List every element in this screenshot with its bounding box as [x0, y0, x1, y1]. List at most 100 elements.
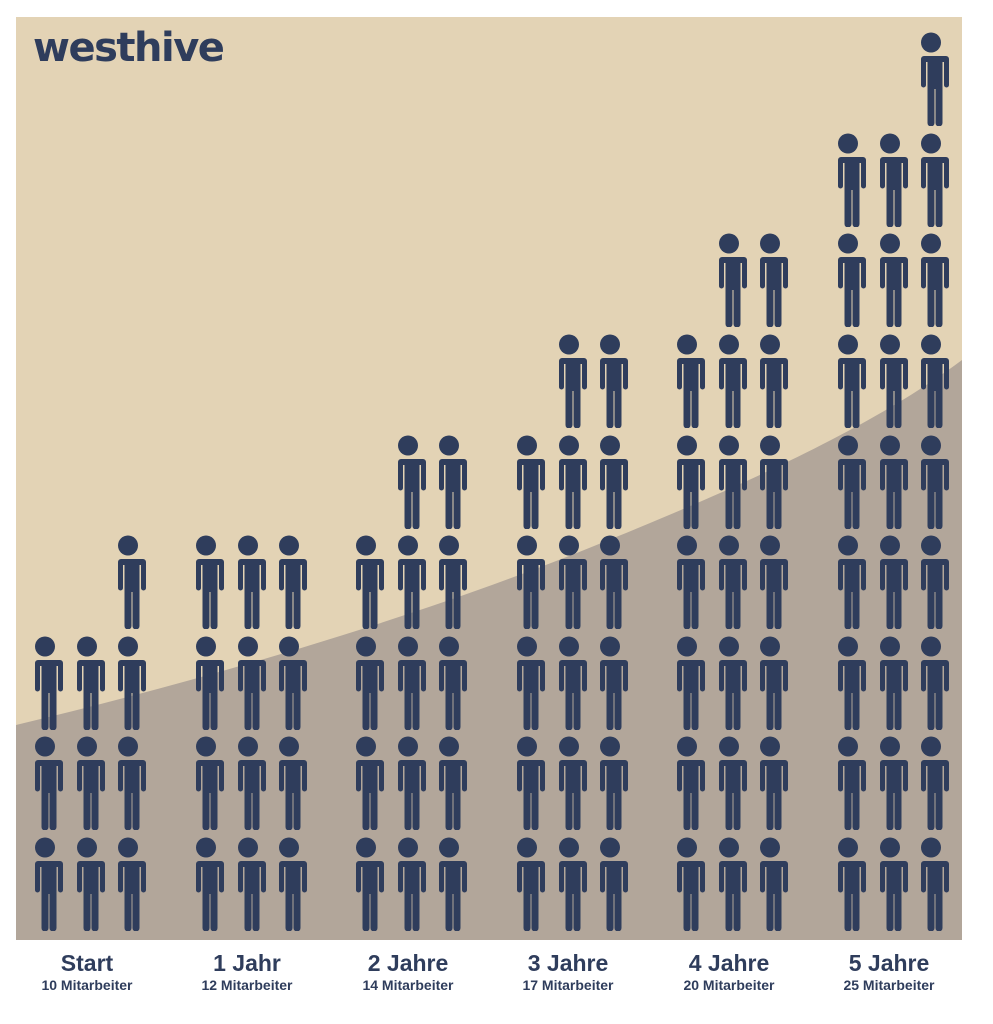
person-icon	[830, 334, 866, 429]
person-icon	[711, 334, 747, 429]
pictogram-figures	[16, 17, 962, 940]
category-label-start: Start 10 Mitarbeiter	[7, 950, 167, 994]
person-icon	[551, 736, 587, 831]
person-icon	[431, 636, 467, 731]
person-icon	[913, 133, 949, 228]
person-icon	[830, 133, 866, 228]
person-icon	[913, 334, 949, 429]
person-icon	[669, 535, 705, 630]
person-icon	[752, 636, 788, 731]
westhive-logo: westhive	[33, 25, 225, 71]
person-icon	[872, 233, 908, 328]
person-icon	[711, 535, 747, 630]
person-icon	[711, 233, 747, 328]
category-label-3-jahre: 3 Jahre 17 Mitarbeiter	[488, 950, 648, 994]
person-icon	[913, 435, 949, 530]
person-icon	[230, 837, 266, 932]
person-icon	[431, 837, 467, 932]
person-icon	[872, 133, 908, 228]
person-icon	[669, 636, 705, 731]
person-icon	[509, 636, 545, 731]
person-icon	[592, 636, 628, 731]
person-icon	[110, 837, 146, 932]
person-icon	[830, 837, 866, 932]
person-icon	[188, 736, 224, 831]
category-labels: Start 10 Mitarbeiter 1 Jahr 12 Mitarbeit…	[0, 950, 993, 1010]
person-icon	[110, 736, 146, 831]
category-title: Start	[60, 950, 114, 976]
person-icon	[509, 837, 545, 932]
category-label-5-jahre: 5 Jahre 25 Mitarbeiter	[809, 950, 969, 994]
person-icon	[348, 535, 384, 630]
person-icon	[390, 837, 426, 932]
person-icon	[110, 535, 146, 630]
category-count: 14 Mitarbeiter	[362, 977, 454, 993]
person-icon	[872, 736, 908, 831]
person-icon	[913, 32, 949, 127]
category-label-1-jahr: 1 Jahr 12 Mitarbeiter	[167, 950, 327, 994]
person-icon	[230, 535, 266, 630]
person-icon	[592, 535, 628, 630]
person-icon	[271, 736, 307, 831]
category-title: 2 Jahre	[367, 950, 449, 976]
person-icon	[509, 736, 545, 831]
person-icon	[390, 435, 426, 530]
person-icon	[913, 535, 949, 630]
person-icon	[390, 736, 426, 831]
person-icon	[551, 435, 587, 530]
person-icon	[830, 636, 866, 731]
person-icon	[431, 736, 467, 831]
person-icon	[230, 636, 266, 731]
category-count: 17 Mitarbeiter	[522, 977, 614, 993]
person-icon	[230, 736, 266, 831]
person-icon	[551, 535, 587, 630]
person-icon	[271, 837, 307, 932]
person-icon	[188, 636, 224, 731]
person-icon	[110, 636, 146, 731]
category-title: 5 Jahre	[848, 950, 930, 976]
person-icon	[551, 636, 587, 731]
person-icon	[669, 334, 705, 429]
person-icon	[872, 334, 908, 429]
person-icon	[348, 736, 384, 831]
person-icon	[27, 736, 63, 831]
category-count: 12 Mitarbeiter	[201, 977, 293, 993]
person-icon	[69, 736, 105, 831]
person-icon	[348, 636, 384, 731]
person-icon	[830, 535, 866, 630]
person-icon	[271, 535, 307, 630]
person-icon	[830, 736, 866, 831]
person-icon	[592, 435, 628, 530]
category-title: 4 Jahre	[688, 950, 770, 976]
person-icon	[711, 636, 747, 731]
person-icon	[711, 736, 747, 831]
person-icon	[27, 636, 63, 731]
person-icon	[711, 435, 747, 530]
person-icon	[592, 837, 628, 932]
person-icon	[913, 233, 949, 328]
person-icon	[669, 736, 705, 831]
person-icon	[188, 535, 224, 630]
person-icon	[830, 435, 866, 530]
person-icon	[271, 636, 307, 731]
person-icon	[711, 837, 747, 932]
category-count: 25 Mitarbeiter	[843, 977, 935, 993]
person-icon	[69, 636, 105, 731]
person-icon	[752, 233, 788, 328]
person-icon	[752, 334, 788, 429]
category-count: 20 Mitarbeiter	[683, 977, 775, 993]
person-icon	[752, 535, 788, 630]
person-icon	[913, 736, 949, 831]
person-icon	[752, 837, 788, 932]
chart-panel: westhive	[16, 17, 962, 940]
person-icon	[752, 435, 788, 530]
person-icon	[551, 334, 587, 429]
person-icon	[431, 435, 467, 530]
person-icon	[188, 837, 224, 932]
category-count: 10 Mitarbeiter	[41, 977, 133, 993]
category-title: 1 Jahr	[213, 950, 281, 976]
person-icon	[348, 837, 384, 932]
person-icon	[752, 736, 788, 831]
person-icon	[509, 535, 545, 630]
person-icon	[872, 837, 908, 932]
